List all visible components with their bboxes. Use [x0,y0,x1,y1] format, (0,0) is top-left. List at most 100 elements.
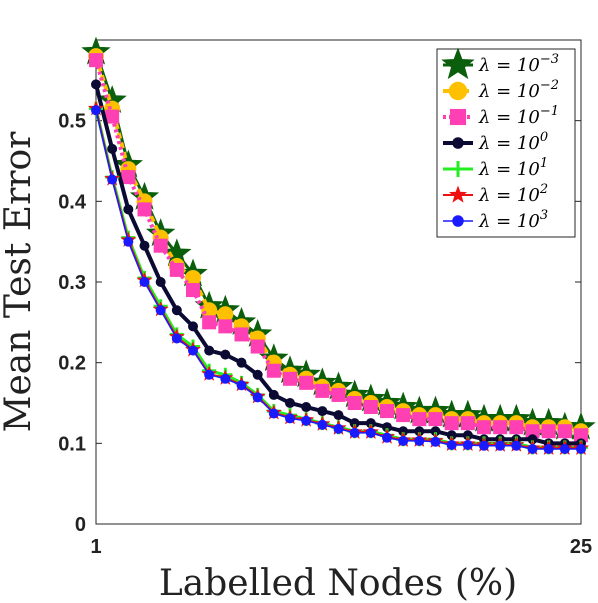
data-point [479,440,489,451]
data-point [252,392,263,403]
legend-label: λ = 101 [478,156,548,180]
data-point [252,369,263,380]
data-point [250,339,265,354]
y-tick-label: 0.5 [58,111,86,133]
data-point [557,424,572,439]
data-point [220,373,231,384]
data-point [266,363,281,378]
legend-label: λ = 102 [478,182,548,206]
data-point [396,408,411,423]
data-point [446,439,457,450]
data-point [217,306,234,323]
data-point [301,415,312,426]
data-point [220,349,231,360]
legend-label: λ = 103 [478,208,548,232]
data-point [460,416,475,431]
data-point [171,333,182,344]
data-point [218,319,233,334]
y-axis-ticks: 0 0.1 0.2 0.3 0.4 0.5 [58,111,581,536]
data-point [398,426,409,437]
data-point [349,427,360,438]
data-point [398,435,409,446]
data-point [137,202,152,217]
legend-label: λ = 10−2 [478,78,559,102]
data-point [527,443,538,454]
x-tick-label: 25 [570,536,592,558]
data-point [430,426,441,437]
data-point [444,416,459,431]
data-point [123,204,134,215]
data-point [107,174,118,185]
data-point [331,387,346,402]
data-point [495,440,506,451]
data-point [186,283,200,298]
data-point [105,109,120,124]
data-point [317,419,328,430]
data-point [574,428,588,443]
data-point [428,412,443,427]
data-point [89,53,103,68]
legend-label: λ = 100 [478,130,548,154]
legend-marker [449,108,467,126]
data-point [91,79,101,90]
y-tick-label: 0 [75,514,86,536]
data-point [202,315,217,330]
data-point [333,423,344,434]
x-axis-ticks: 1 25 [90,518,592,558]
data-point [430,436,441,447]
data-point [169,262,184,277]
data-point [204,369,215,380]
data-point [91,105,101,116]
data-point [107,143,118,154]
y-tick-label: 0.3 [58,272,86,294]
data-point [462,439,473,450]
data-point [268,408,279,419]
data-point [188,345,198,356]
data-point [412,412,427,427]
y-tick-label: 0.4 [58,191,87,213]
data-point [527,434,538,445]
data-point [285,398,295,408]
series-3 [89,53,588,443]
data-point [301,402,312,413]
y-axis-title: Mean Test Error [0,131,39,433]
data-point [541,424,556,439]
legend-marker [448,81,468,101]
data-point [365,418,376,429]
y-tick-label: 0.2 [58,353,86,375]
data-point [382,422,392,433]
series-layer [81,36,596,455]
data-point [155,277,166,287]
data-point [236,357,247,368]
data-point [462,430,473,441]
data-point [347,396,362,410]
data-point [446,430,457,441]
data-point [153,238,168,253]
data-point [333,410,344,421]
data-point [559,443,570,454]
legend-label: λ = 10−1 [478,104,559,128]
data-point [511,440,522,451]
x-axis-title: Labelled Nodes (%) [159,563,517,603]
data-point [121,170,136,185]
data-point [171,305,182,316]
data-point [204,345,215,356]
data-point [363,400,378,415]
data-point [236,380,247,391]
data-point [543,443,554,454]
data-point [299,375,314,390]
data-point [123,236,134,247]
data-point [139,277,150,287]
data-point [188,321,198,332]
data-point [315,383,330,398]
data-point [317,406,328,417]
data-point [139,240,150,251]
data-point [349,418,360,429]
data-point [380,404,394,419]
data-point [285,413,295,424]
data-point [414,426,425,437]
x-tick-label: 1 [90,536,101,558]
data-point [525,424,540,439]
